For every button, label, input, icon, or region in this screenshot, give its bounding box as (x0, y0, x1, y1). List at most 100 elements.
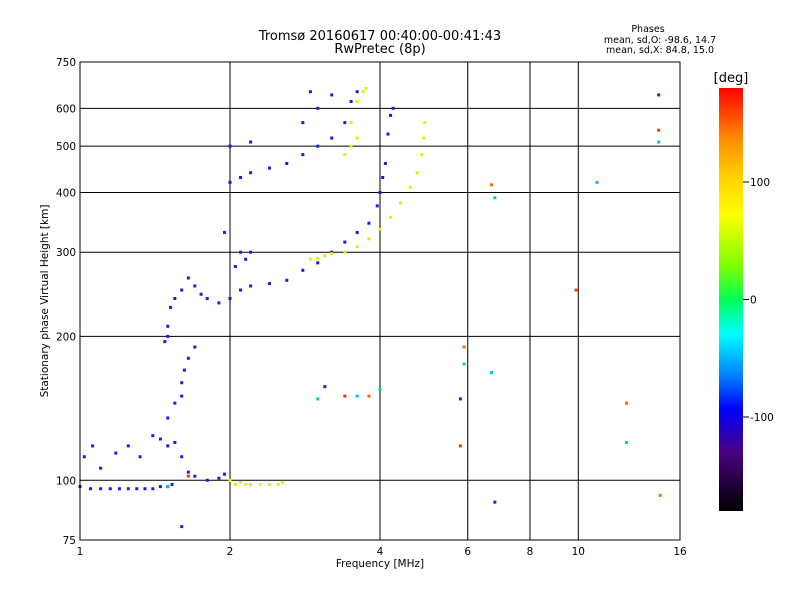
data-point (316, 144, 320, 148)
data-point (285, 161, 289, 165)
data-point (239, 288, 243, 292)
data-point (228, 180, 232, 184)
chart-subtitle: RwPretec (8p) (334, 42, 425, 57)
data-point (158, 485, 162, 489)
data-point (99, 466, 103, 470)
data-point (228, 478, 232, 482)
data-point (228, 297, 232, 301)
data-point (422, 136, 426, 140)
data-point (355, 90, 359, 94)
data-point (367, 237, 371, 241)
x-axis-ticks: 1 2 4 6 8 10 16 (77, 546, 687, 558)
colorbar-ticks: 100 0 -100 (743, 177, 774, 424)
data-point (91, 444, 95, 448)
data-point (301, 121, 305, 125)
data-point (199, 292, 203, 296)
data-point (343, 394, 347, 398)
data-point (574, 288, 578, 292)
colorbar (719, 88, 743, 511)
chart-title: Tromsø 20160617 00:40:00-00:41:43 (258, 29, 501, 44)
data-point (383, 161, 387, 165)
data-point (89, 487, 93, 491)
data-point (239, 250, 243, 254)
data-point (420, 153, 424, 157)
data-point (244, 257, 248, 261)
data-point (657, 93, 661, 97)
data-point (490, 371, 494, 375)
data-point (355, 100, 359, 104)
data-point (391, 106, 395, 110)
data-point (330, 93, 334, 97)
data-point (349, 144, 353, 148)
y-tick-label: 100 (56, 475, 76, 487)
data-point (249, 482, 253, 486)
data-point (158, 437, 162, 441)
x-tick-label: 6 (464, 546, 471, 558)
data-point (151, 434, 155, 438)
info-line-o: mean, sd,O: -98.6, 14.7 (604, 35, 716, 46)
data-point (316, 397, 320, 401)
x-tick-label: 16 (673, 546, 687, 558)
data-point (99, 487, 103, 491)
data-point (367, 394, 371, 398)
data-point (217, 476, 221, 480)
x-tick-label: 10 (572, 546, 585, 558)
data-point (276, 482, 280, 486)
y-tick-label: 300 (56, 247, 76, 259)
data-point (166, 485, 170, 489)
data-point (180, 455, 184, 459)
info-line-x: mean, sd,X: 84.8, 15.0 (606, 45, 714, 56)
data-point (180, 381, 184, 385)
x-tick-label: 4 (377, 546, 384, 558)
data-point (381, 175, 385, 179)
data-point (166, 416, 170, 420)
data-point (108, 487, 112, 491)
data-point (657, 128, 661, 132)
info-heading: Phases (631, 24, 664, 35)
data-point (308, 90, 312, 94)
data-point (323, 385, 327, 389)
data-point (239, 480, 243, 484)
data-point (355, 230, 359, 234)
data-point (378, 387, 382, 391)
colorbar-label: [deg] (714, 71, 749, 86)
data-point (173, 440, 177, 444)
data-point (399, 201, 403, 205)
data-point (169, 305, 173, 309)
data-point (267, 482, 271, 486)
data-point (343, 240, 347, 244)
data-point (205, 297, 209, 301)
data-point (625, 401, 629, 405)
data-point (389, 113, 393, 117)
data-point (193, 474, 197, 478)
data-point (493, 196, 497, 200)
x-tick-label: 2 (227, 546, 234, 558)
data-point (330, 136, 334, 140)
data-point (138, 455, 142, 459)
data-point (186, 276, 190, 280)
data-point (223, 472, 227, 476)
y-tick-label: 75 (63, 535, 76, 547)
plot-frame (79, 61, 681, 541)
data-point (186, 356, 190, 360)
data-point (316, 261, 320, 265)
data-point (244, 482, 248, 486)
data-point (126, 487, 130, 491)
data-point (267, 282, 271, 286)
data-point (205, 478, 209, 482)
data-point (462, 362, 466, 366)
data-point (490, 183, 494, 187)
data-point (323, 254, 327, 258)
data-point (462, 345, 466, 349)
data-point (343, 121, 347, 125)
data-point (285, 278, 289, 282)
colorbar-tick-label: 0 (750, 295, 757, 307)
y-tick-label: 200 (56, 331, 76, 343)
data-point (239, 175, 243, 179)
data-point (186, 474, 190, 478)
data-point (657, 140, 661, 144)
data-point (193, 284, 197, 288)
data-point (343, 153, 347, 157)
data-point (217, 301, 221, 305)
data-point (173, 401, 177, 405)
